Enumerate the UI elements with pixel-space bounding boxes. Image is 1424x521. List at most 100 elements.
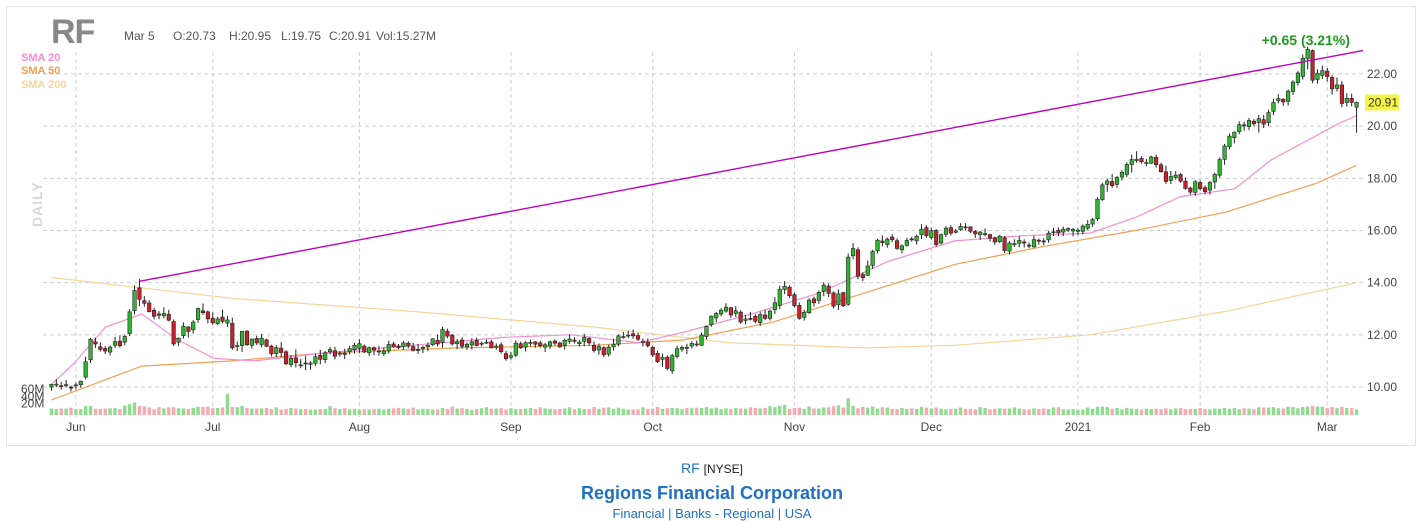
company-name[interactable]: Regions Financial Corporation: [580, 483, 844, 503]
volume-bar: [1188, 408, 1193, 415]
volume-bar: [1022, 409, 1026, 415]
volume-bar: [1046, 409, 1051, 415]
volume-bar: [968, 409, 973, 415]
volume-bar: [1086, 407, 1090, 415]
footer-symbol: RF [NYSE]: [0, 460, 1424, 476]
volume-bar: [734, 407, 738, 415]
volume-bar: [167, 407, 171, 415]
volume-bar: [88, 405, 93, 415]
volume-bar: [1100, 406, 1105, 415]
volume-bar: [1134, 408, 1139, 415]
candle-body: [142, 300, 147, 304]
volume-bar: [626, 409, 630, 415]
volume-bar: [382, 409, 386, 415]
candle-body: [1022, 241, 1027, 244]
candle-body: [244, 330, 250, 346]
volume-bar: [1305, 406, 1310, 415]
x-tick-label: Jul: [205, 420, 220, 434]
candle-body: [767, 310, 773, 319]
candle-body: [1344, 97, 1349, 103]
candle-body: [362, 345, 367, 353]
price-tick-label: 14.00: [1367, 276, 1397, 290]
candle-body: [1163, 171, 1168, 182]
volume-bar: [1125, 407, 1129, 415]
candle-body: [186, 326, 191, 332]
candle-body: [1188, 187, 1193, 193]
candle-body: [650, 347, 655, 356]
candle-body: [601, 347, 606, 356]
volume-bar: [548, 408, 552, 415]
candle-body: [1276, 98, 1281, 102]
candle-body: [777, 288, 782, 306]
candle-body: [851, 248, 856, 257]
volume-bar: [411, 407, 415, 415]
volume-bar: [1217, 408, 1222, 415]
volume-bar: [729, 408, 733, 415]
candle-body: [455, 341, 460, 345]
candle-body: [1222, 145, 1227, 160]
candle-body: [474, 340, 479, 346]
volume-bar: [1066, 409, 1070, 415]
candle-body: [381, 350, 386, 354]
candle-body: [171, 321, 176, 345]
volume-bar: [797, 407, 802, 415]
volume-bar: [939, 408, 943, 415]
candle-body: [284, 351, 289, 365]
company-sector[interactable]: Financial | Banks - Regional | USA: [612, 506, 812, 521]
x-tick-label: Aug: [349, 420, 370, 434]
volume-bar: [79, 409, 83, 415]
candle-body: [939, 234, 944, 244]
candle-body: [1173, 174, 1178, 178]
candle-body: [479, 342, 484, 345]
footer-ticker-link[interactable]: RF: [680, 460, 700, 476]
candle-body: [93, 341, 98, 345]
volume-bar: [998, 408, 1002, 415]
candle-body: [924, 227, 929, 237]
candle-body: [1227, 135, 1232, 148]
candle-body: [689, 343, 694, 347]
volume-bar: [792, 407, 797, 415]
sma200-line: [51, 276, 1357, 349]
ticker-symbol: RF: [51, 13, 95, 51]
candle-body: [948, 227, 953, 234]
volume-bar: [851, 405, 855, 415]
volume-bar: [714, 407, 718, 415]
candle-body: [968, 226, 973, 232]
candle-body: [161, 313, 166, 317]
volume-bar: [1178, 408, 1183, 415]
volume-bar: [1271, 407, 1276, 415]
candle-body: [890, 236, 895, 240]
candle-body: [484, 341, 489, 344]
volume-bar: [137, 405, 142, 415]
volume-bar: [1120, 409, 1124, 415]
volume-bar: [831, 406, 836, 415]
candle-body: [235, 345, 240, 347]
volume-bar: [147, 407, 151, 415]
candle-body: [415, 349, 421, 351]
volume-bar: [743, 408, 748, 415]
candle-body: [1110, 181, 1115, 186]
volume-bar: [157, 407, 161, 415]
candle-body: [1041, 240, 1046, 243]
volume-bar: [949, 408, 953, 415]
volume-bar: [773, 407, 777, 415]
volume-bar: [758, 408, 762, 415]
x-tick-label: Oct: [643, 420, 662, 434]
candle-body: [763, 314, 768, 319]
last-price-label: 20.91: [1368, 95, 1398, 109]
candle-body: [1149, 156, 1154, 164]
volume-bar: [289, 407, 293, 415]
candle-body: [112, 341, 118, 346]
volume-bar: [694, 407, 699, 415]
volume-bar: [206, 406, 210, 415]
volume-bar: [567, 407, 572, 415]
volume-bar: [1320, 406, 1325, 415]
volume-bar: [1242, 408, 1246, 415]
candle-body: [723, 306, 729, 312]
volume-bar: [118, 408, 122, 415]
x-tick-label: Sep: [500, 420, 522, 434]
candle-body: [772, 302, 777, 311]
x-tick-label: Mar: [1317, 420, 1338, 434]
candle-body: [1114, 177, 1120, 185]
candle-body: [987, 234, 993, 239]
